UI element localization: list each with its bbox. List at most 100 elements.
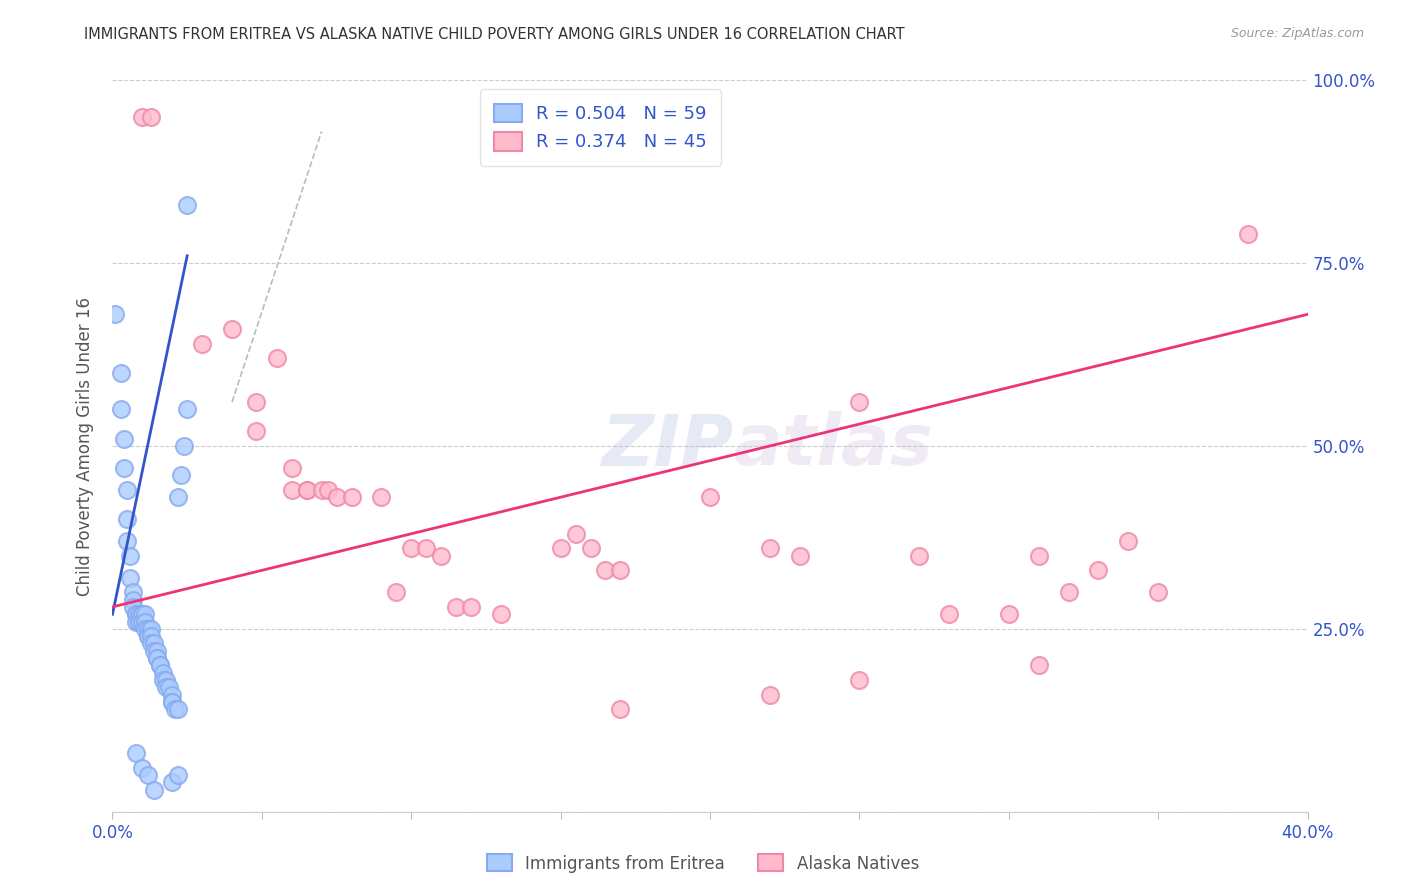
Point [138, 629, 160, 643]
Point [609, 702, 631, 716]
Point [401, 541, 423, 556]
Point [125, 607, 148, 622]
Point [1028, 658, 1050, 673]
Point [1028, 549, 1050, 563]
Point [141, 629, 163, 643]
Point [143, 636, 166, 650]
Point [131, 761, 153, 775]
Point [167, 490, 190, 504]
Point [295, 483, 318, 497]
Point [848, 673, 870, 687]
Point [311, 483, 333, 497]
Point [1237, 227, 1260, 241]
Point [340, 490, 363, 504]
Point [176, 402, 198, 417]
Point [125, 607, 148, 622]
Point [128, 615, 150, 629]
Point [245, 395, 267, 409]
Point [141, 110, 163, 124]
Point [167, 768, 190, 782]
Point [444, 599, 467, 614]
Point [131, 615, 153, 629]
Point [595, 563, 617, 577]
Point [1057, 585, 1080, 599]
Point [245, 425, 267, 439]
Point [125, 615, 148, 629]
Point [117, 512, 139, 526]
Point [848, 395, 870, 409]
Point [104, 307, 127, 321]
Point [1087, 563, 1109, 577]
Point [609, 563, 631, 577]
Point [415, 541, 437, 556]
Point [138, 768, 160, 782]
Text: Source: ZipAtlas.com: Source: ZipAtlas.com [1230, 27, 1364, 40]
Point [110, 402, 132, 417]
Point [167, 702, 190, 716]
Point [149, 658, 172, 673]
Point [141, 622, 163, 636]
Text: ZIP: ZIP [602, 411, 734, 481]
Point [176, 197, 198, 211]
Point [162, 775, 183, 789]
Point [138, 629, 160, 643]
Point [128, 615, 150, 629]
Point [134, 622, 156, 636]
Point [120, 549, 142, 563]
Point [1147, 585, 1170, 599]
Point [155, 681, 177, 695]
Point [564, 526, 586, 541]
Point [759, 688, 782, 702]
Point [489, 607, 512, 622]
Point [146, 651, 169, 665]
Point [152, 673, 174, 687]
Point [221, 322, 243, 336]
Point [385, 585, 408, 599]
Point [281, 483, 304, 497]
Point [266, 351, 288, 366]
Point [370, 490, 392, 504]
Point [699, 490, 721, 504]
Point [152, 665, 174, 680]
Point [173, 439, 195, 453]
Point [122, 599, 145, 614]
Point [430, 549, 453, 563]
Point [143, 782, 166, 797]
Point [162, 695, 183, 709]
Point [316, 483, 339, 497]
Point [143, 644, 166, 658]
Point [1118, 534, 1140, 549]
Y-axis label: Child Poverty Among Girls Under 16: Child Poverty Among Girls Under 16 [76, 296, 94, 596]
Point [149, 658, 172, 673]
Point [138, 622, 160, 636]
Point [114, 432, 135, 446]
Point [998, 607, 1021, 622]
Point [131, 615, 153, 629]
Point [155, 673, 177, 687]
Point [146, 644, 169, 658]
Point [117, 483, 139, 497]
Point [122, 585, 145, 599]
Point [162, 688, 183, 702]
Point [125, 746, 148, 760]
Point [131, 110, 153, 124]
Text: IMMIGRANTS FROM ERITREA VS ALASKA NATIVE CHILD POVERTY AMONG GIRLS UNDER 16 CORR: IMMIGRANTS FROM ERITREA VS ALASKA NATIVE… [84, 27, 905, 42]
Point [110, 366, 132, 380]
Point [117, 534, 139, 549]
Point [281, 461, 304, 475]
Point [908, 549, 931, 563]
Point [134, 607, 156, 622]
Point [131, 607, 153, 622]
Point [162, 695, 183, 709]
Point [165, 702, 187, 716]
Point [759, 541, 782, 556]
Text: atlas: atlas [734, 411, 934, 481]
Point [157, 681, 180, 695]
Point [579, 541, 602, 556]
Point [938, 607, 960, 622]
Point [120, 571, 142, 585]
Point [131, 607, 153, 622]
Point [128, 607, 150, 622]
Point [146, 651, 169, 665]
Point [191, 336, 214, 351]
